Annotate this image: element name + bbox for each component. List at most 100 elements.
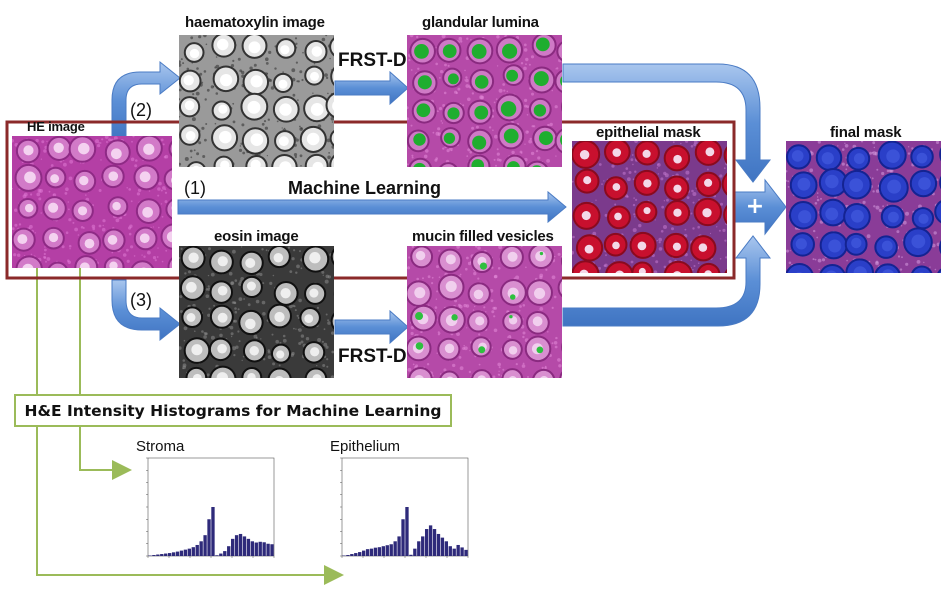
- histogram-bar: [223, 551, 227, 556]
- arrow-he-to-haematoxylin: [111, 60, 181, 141]
- epithelial-mask-label: epithelial mask: [596, 124, 701, 141]
- histogram-bar: [175, 551, 180, 556]
- histogram-bar: [191, 547, 195, 556]
- histogram-bar: [250, 541, 255, 556]
- histogram-bar: [270, 544, 274, 556]
- path-3-label: (3): [130, 290, 152, 310]
- histogram-bar: [207, 519, 211, 556]
- arrow-machine-learning: [177, 190, 567, 224]
- histogram-bar: [432, 529, 437, 556]
- histogram-bar: [171, 552, 176, 556]
- histogram-bar: [179, 550, 184, 556]
- final-mask-tile: [786, 141, 941, 273]
- glandular-lumina-tile: [407, 35, 562, 167]
- histogram-bar: [195, 544, 199, 556]
- histogram-bar: [393, 541, 397, 556]
- histogram-bar: [413, 548, 417, 556]
- histogram-bar: [361, 550, 366, 556]
- histogram-bar: [381, 546, 386, 556]
- arrow-frstd-top: [334, 70, 409, 106]
- stroma-histogram-title: Stroma: [136, 438, 185, 455]
- histogram-bar: [203, 535, 207, 556]
- path-2-label: (2): [130, 100, 152, 120]
- histogram-bar: [246, 538, 251, 556]
- epithelium-histogram-chart: [340, 457, 469, 558]
- epithelial-mask-tile: [572, 141, 727, 273]
- histogram-bar: [377, 547, 382, 556]
- machine-learning-highlight: [5, 120, 736, 280]
- histogram-bar: [346, 555, 350, 556]
- histogram-bar: [242, 536, 247, 556]
- histogram-bar: [397, 536, 401, 556]
- histogram-bar: [444, 541, 449, 556]
- histogram-bar: [254, 542, 258, 556]
- histogram-bar: [164, 553, 168, 556]
- histogram-bar: [152, 555, 156, 556]
- histogram-bar: [421, 536, 425, 556]
- epithelium-histogram-title: Epithelium: [330, 438, 401, 455]
- frstd-bottom-label: FRST-D: [338, 346, 407, 367]
- he-image-label: HE image: [27, 119, 85, 134]
- histogram-bar: [389, 544, 393, 556]
- machine-learning-label: Machine Learning: [288, 178, 442, 198]
- histogram-bar: [167, 553, 172, 556]
- arrow-lumina-to-combine: [562, 63, 772, 183]
- histogram-bar: [199, 541, 203, 556]
- histogram-frame: [147, 457, 275, 557]
- histogram-bar: [258, 541, 262, 556]
- haematoxylin-image-tile: [179, 35, 334, 167]
- combine-symbol: +: [745, 194, 765, 219]
- histogram-bar: [238, 533, 243, 556]
- connector-epithelium: [36, 232, 344, 585]
- arrow-frstd-bottom: [334, 309, 409, 345]
- histogram-bar: [460, 547, 464, 556]
- histogram-bar: [452, 548, 456, 556]
- histogram-section-text: H&E Intensity Histograms for Machine Lea…: [24, 401, 442, 420]
- histogram-bar: [448, 546, 452, 556]
- histogram-bar: [215, 555, 219, 556]
- histogram-bar: [358, 552, 362, 556]
- histogram-bar: [369, 548, 374, 556]
- histogram-bar: [405, 507, 409, 556]
- histogram-bar: [266, 543, 270, 556]
- histogram-section-title: H&E Intensity Histograms for Machine Lea…: [14, 394, 452, 427]
- histogram-bar: [424, 529, 429, 556]
- histogram-bar: [409, 554, 413, 556]
- final-mask-label: final mask: [830, 124, 902, 141]
- histogram-bar: [350, 554, 354, 556]
- path-1-label: (1): [184, 178, 206, 198]
- histogram-bar: [227, 546, 231, 556]
- histogram-bar: [401, 519, 405, 556]
- stroma-histogram-chart: [146, 457, 275, 558]
- connector-stroma: [79, 212, 132, 480]
- haematoxylin-image-label: haematoxylin image: [185, 14, 325, 31]
- histogram-bar: [156, 554, 160, 556]
- arrow-mucin-to-combine: [562, 235, 772, 327]
- arrow-combine-to-final: [734, 178, 787, 236]
- frstd-top-label: FRST-D: [338, 50, 407, 71]
- histogram-bar: [428, 525, 433, 557]
- mucin-vesicles-tile: [407, 246, 562, 378]
- histogram-bar: [234, 535, 239, 556]
- histogram-bar: [230, 538, 235, 556]
- histogram-bar: [354, 553, 358, 556]
- eosin-image-tile: [179, 246, 334, 378]
- histogram-bar: [436, 533, 441, 556]
- histogram-bar: [440, 537, 445, 556]
- histogram-bar: [456, 544, 460, 556]
- he-image-tile: [12, 136, 172, 268]
- histogram-bar: [211, 507, 215, 556]
- histogram-bar: [219, 553, 223, 556]
- histogram-bar: [464, 549, 468, 557]
- histogram-bar: [365, 549, 370, 556]
- histogram-bar: [417, 541, 421, 556]
- mucin-vesicles-label: mucin filled vesicles: [412, 228, 554, 245]
- glandular-lumina-label: glandular lumina: [422, 14, 539, 31]
- histogram-bar: [373, 547, 378, 556]
- histogram-bar: [183, 549, 188, 556]
- histogram-frame: [341, 457, 469, 557]
- histogram-bar: [187, 548, 192, 556]
- eosin-image-label: eosin image: [214, 228, 299, 245]
